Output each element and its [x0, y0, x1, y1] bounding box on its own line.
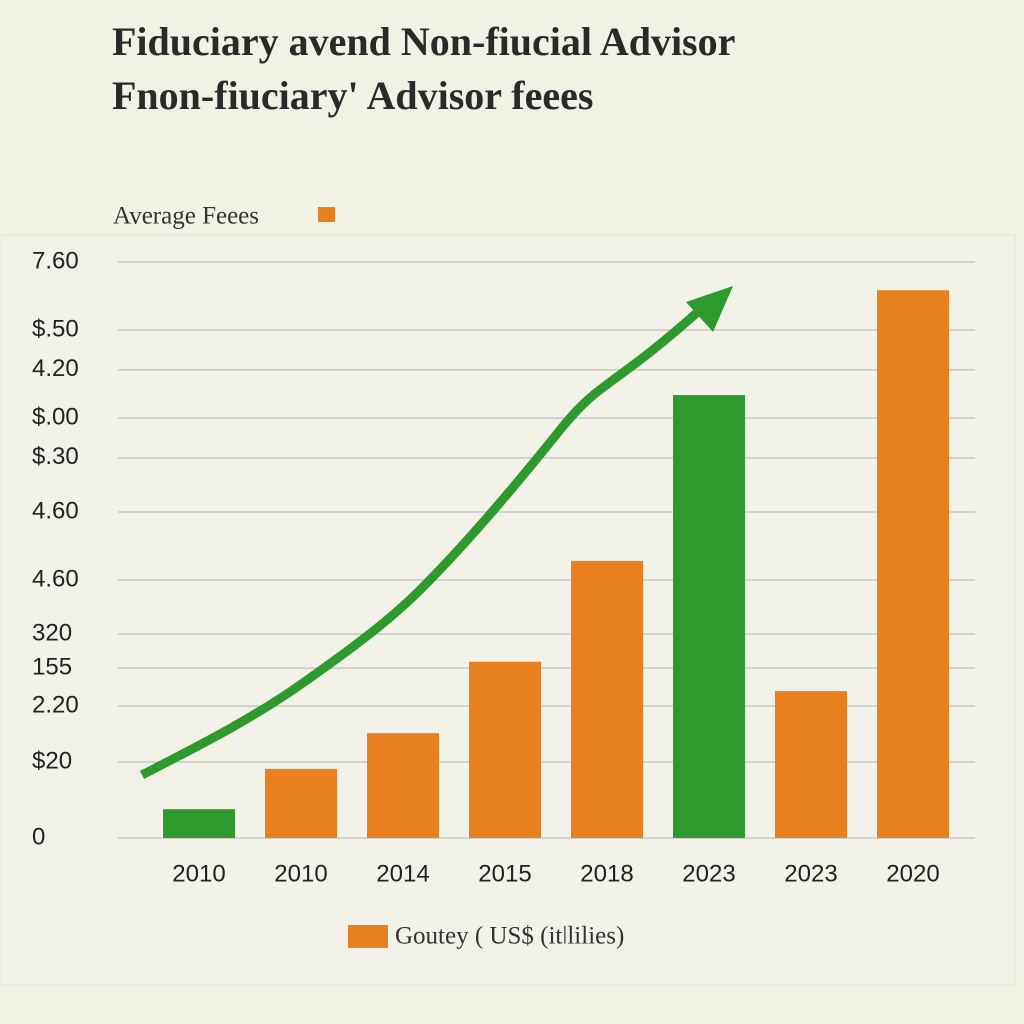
x-tick-label: 2018 — [580, 860, 633, 887]
y-tick-label: $.50 — [32, 315, 79, 342]
x-tick-label: 2015 — [478, 860, 531, 887]
bar — [367, 733, 439, 838]
bar — [469, 661, 541, 838]
plot-panel — [0, 234, 1016, 986]
bar — [571, 560, 643, 838]
y-tick-label: $.00 — [32, 403, 79, 430]
legend-label: Goutey ( US$ (itǀlilies) — [395, 923, 624, 950]
x-tick-label: 2010 — [172, 860, 225, 887]
y-tick-label: 4.60 — [32, 565, 79, 592]
trend-arrow-head — [686, 286, 733, 332]
x-tick-label: 2023 — [784, 860, 837, 887]
y-tick-label: 320 — [32, 619, 72, 646]
y-tick-label: 0 — [32, 823, 45, 850]
x-tick-label: 2023 — [682, 860, 735, 887]
chart-title: Fnon-fiuciary' Advisor feees — [112, 73, 593, 118]
bar — [673, 395, 745, 838]
plot: 7.60 $.50 4.20 $.00 $.30 4.60 4.60 320 155 2.20 $2… — [32, 247, 975, 887]
chart-title: Fiduciary avend Non-fiucial Advisor — [112, 19, 735, 64]
bar — [775, 691, 847, 838]
bar — [163, 809, 235, 838]
bar — [877, 290, 949, 838]
y-tick-label: 4.20 — [32, 355, 79, 382]
y-tick-label: 2.20 — [32, 691, 79, 718]
y-tick-label: 4.60 — [32, 497, 79, 524]
x-tick-label: 2010 — [274, 860, 327, 887]
x-tick-label: 2020 — [886, 860, 939, 887]
y-tick-label: 7.60 — [32, 247, 79, 274]
bar — [265, 768, 337, 838]
y-tick-label: $20 — [32, 747, 72, 774]
legend-label: Average Feees — [113, 203, 259, 230]
x-tick-label: 2014 — [376, 860, 429, 887]
y-tick-label: $.30 — [32, 443, 79, 470]
trend-arrow — [139, 306, 703, 779]
legend-swatch — [318, 207, 335, 222]
y-tick-label: 155 — [32, 653, 72, 680]
legend-swatch — [348, 925, 388, 948]
